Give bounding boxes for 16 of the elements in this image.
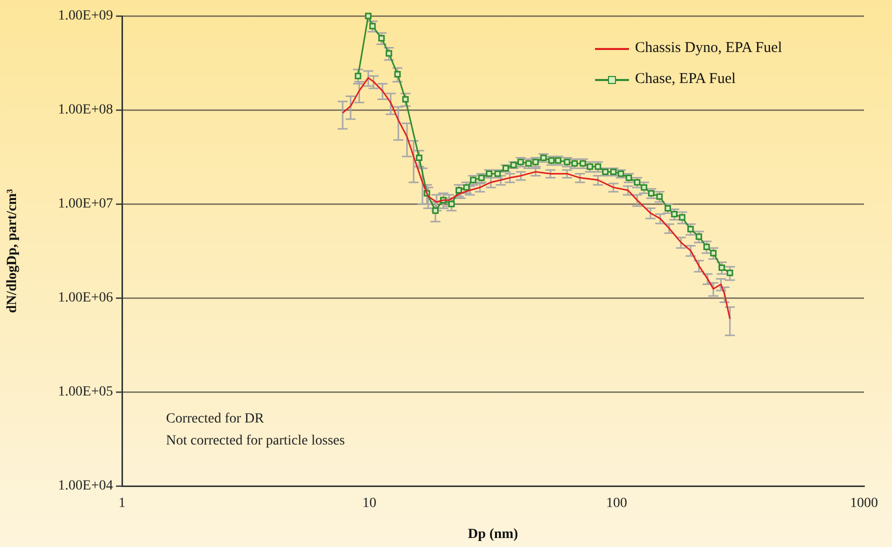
- x-tick-label: 1: [118, 496, 126, 512]
- y-tick-label: 1.00E+07: [58, 196, 113, 212]
- legend-label: Chase, EPA Fuel: [635, 71, 736, 88]
- y-tick-label: 1.00E+09: [58, 8, 113, 24]
- annotation: Corrected for DR: [166, 412, 265, 427]
- y-tick-label: 1.00E+08: [58, 102, 113, 118]
- annotation: Not corrected for particle losses: [166, 434, 345, 449]
- x-axis-title: Dp (nm): [468, 527, 518, 542]
- y-tick-label: 1.00E+06: [58, 290, 113, 306]
- y-tick-label: 1.00E+04: [58, 478, 113, 494]
- y-tick-label: 1.00E+05: [58, 384, 113, 400]
- legend-label: Chassis Dyno, EPA Fuel: [635, 40, 782, 57]
- x-tick-label: 100: [606, 496, 628, 512]
- y-axis-title: dN/dlogDp, part/cm³: [5, 189, 20, 313]
- x-tick-label: 10: [362, 496, 376, 512]
- x-tick-label: 1000: [850, 496, 878, 512]
